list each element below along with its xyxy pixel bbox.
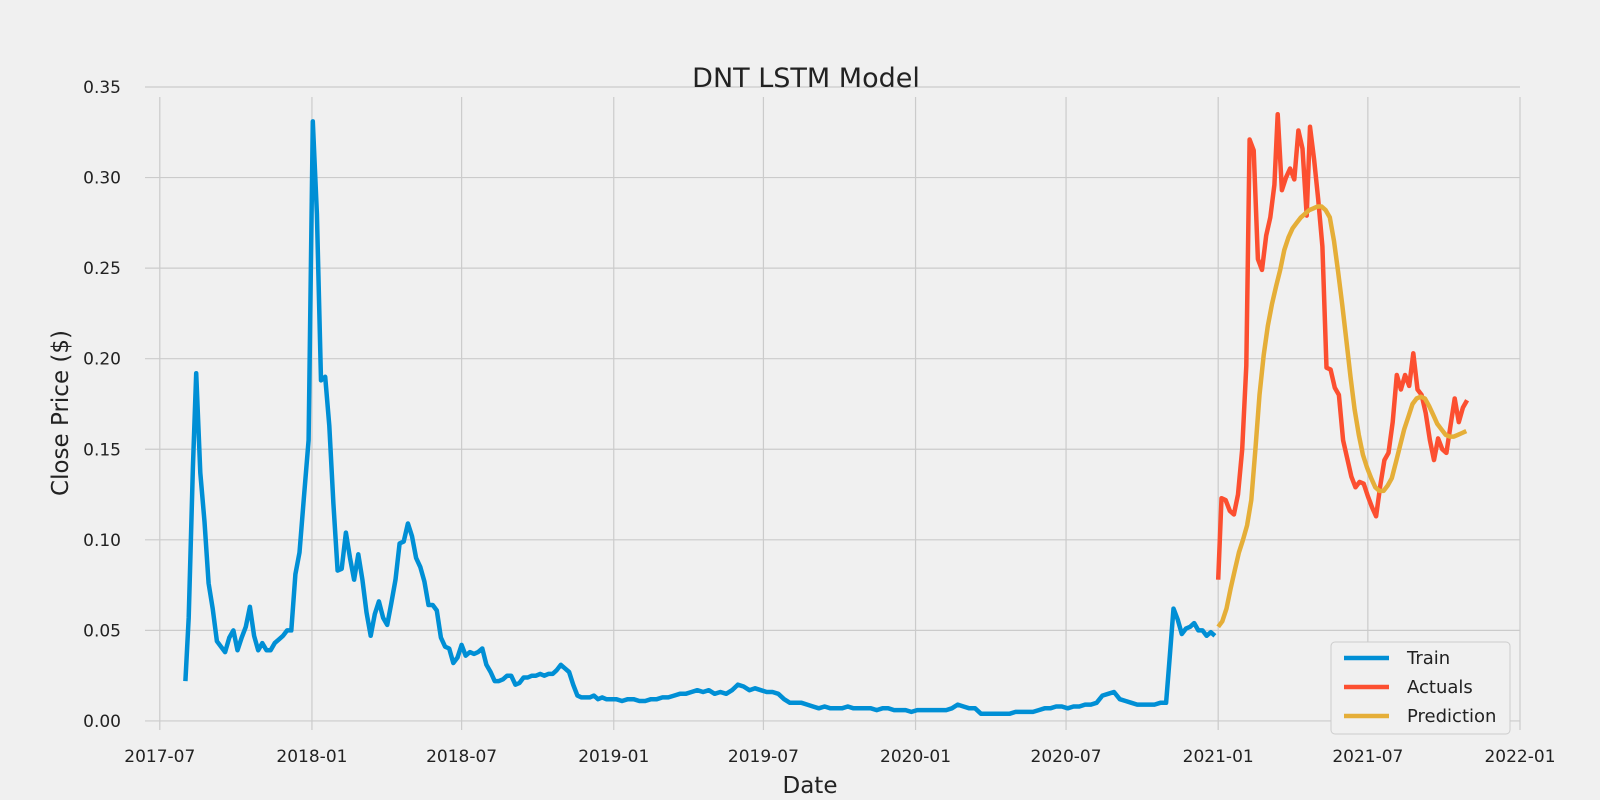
legend-label-prediction: Prediction <box>1407 706 1496 727</box>
x-tick-label: 2018-07 <box>426 747 497 767</box>
legend-frame <box>1330 641 1511 735</box>
grid <box>145 86 1521 730</box>
y-tick-label: 0.35 <box>83 78 121 98</box>
series-line-train <box>183 119 1217 716</box>
y-tick-label: 0.00 <box>83 712 121 732</box>
x-tick-label: 2021-01 <box>1183 747 1254 767</box>
y-tick-label: 0.20 <box>83 350 121 370</box>
legend-label-train: Train <box>1406 648 1450 669</box>
y-tick-label: 0.05 <box>83 621 121 641</box>
x-tick-label: 2020-01 <box>880 747 951 767</box>
x-tick-label: 2020-07 <box>1031 747 1102 767</box>
y-axis-title: Close Price ($) <box>48 330 74 496</box>
x-tick-label: 2019-07 <box>728 747 799 767</box>
legend: Train Actuals Prediction <box>1330 641 1511 735</box>
x-tick-label: 2019-01 <box>578 747 649 767</box>
y-tick-label: 0.25 <box>83 259 121 279</box>
series-line-prediction <box>1216 204 1468 629</box>
x-tick-label: 2021-07 <box>1332 747 1403 767</box>
x-tick-label: 2017-07 <box>124 747 195 767</box>
chart-title: DNT LSTM Model <box>692 63 920 94</box>
x-tick-label: 2018-01 <box>276 747 347 767</box>
x-axis-title: Date <box>783 773 838 799</box>
legend-label-actuals: Actuals <box>1407 677 1473 698</box>
series-lines <box>183 111 1470 716</box>
series-line-actuals <box>1215 111 1470 580</box>
y-tick-labels: 0.00 0.05 0.10 0.15 0.20 0.25 0.30 0.35 <box>83 78 121 732</box>
x-tick-labels: 2017-07 2018-01 2018-07 2019-01 2019-07 2020-… <box>124 747 1555 767</box>
x-tick-label: 2022-01 <box>1484 747 1555 767</box>
y-tick-label: 0.30 <box>83 169 121 189</box>
y-tick-label: 0.10 <box>83 531 121 551</box>
y-tick-label: 0.15 <box>83 440 121 460</box>
